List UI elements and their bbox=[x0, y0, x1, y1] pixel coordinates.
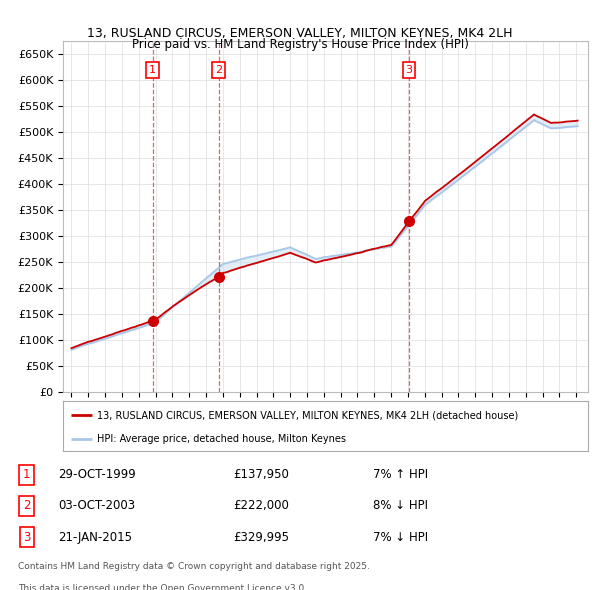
Text: 8% ↓ HPI: 8% ↓ HPI bbox=[373, 499, 428, 513]
Text: £222,000: £222,000 bbox=[233, 499, 289, 513]
Text: £329,995: £329,995 bbox=[233, 530, 289, 543]
Text: 13, RUSLAND CIRCUS, EMERSON VALLEY, MILTON KEYNES, MK4 2LH: 13, RUSLAND CIRCUS, EMERSON VALLEY, MILT… bbox=[87, 27, 513, 40]
Text: 3: 3 bbox=[23, 530, 30, 543]
Text: 21-JAN-2015: 21-JAN-2015 bbox=[59, 530, 133, 543]
Text: 3: 3 bbox=[405, 65, 412, 75]
Text: 7% ↑ HPI: 7% ↑ HPI bbox=[373, 468, 428, 481]
Text: 1: 1 bbox=[23, 468, 30, 481]
Text: 03-OCT-2003: 03-OCT-2003 bbox=[59, 499, 136, 513]
Text: £137,950: £137,950 bbox=[233, 468, 289, 481]
Text: 7% ↓ HPI: 7% ↓ HPI bbox=[373, 530, 428, 543]
Text: 29-OCT-1999: 29-OCT-1999 bbox=[59, 468, 136, 481]
Text: HPI: Average price, detached house, Milton Keynes: HPI: Average price, detached house, Milt… bbox=[97, 434, 346, 444]
Text: 2: 2 bbox=[215, 65, 222, 75]
Text: 2: 2 bbox=[23, 499, 30, 513]
Text: Price paid vs. HM Land Registry's House Price Index (HPI): Price paid vs. HM Land Registry's House … bbox=[131, 38, 469, 51]
Text: Contains HM Land Registry data © Crown copyright and database right 2025.: Contains HM Land Registry data © Crown c… bbox=[18, 562, 370, 571]
Text: This data is licensed under the Open Government Licence v3.0.: This data is licensed under the Open Gov… bbox=[18, 584, 307, 590]
Text: 13, RUSLAND CIRCUS, EMERSON VALLEY, MILTON KEYNES, MK4 2LH (detached house): 13, RUSLAND CIRCUS, EMERSON VALLEY, MILT… bbox=[97, 410, 518, 420]
Text: 1: 1 bbox=[149, 65, 156, 75]
